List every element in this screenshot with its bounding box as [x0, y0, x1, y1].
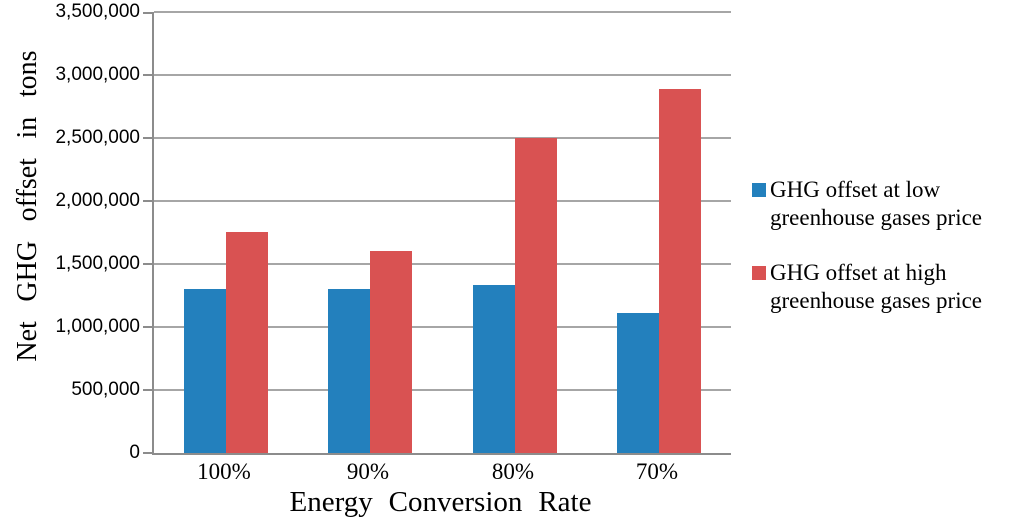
gridline: [154, 326, 731, 328]
y-tick-label: 2,500,000: [55, 127, 140, 148]
bar-series2-70%: [659, 89, 701, 453]
gridline: [154, 74, 731, 76]
gridline: [154, 137, 731, 139]
y-axis-tick: [143, 389, 154, 391]
gridline: [154, 11, 731, 13]
y-axis-tick: [143, 137, 154, 139]
plot-area: [143, 11, 731, 455]
legend-label: GHG offset at high greenhouse gases price: [770, 260, 983, 313]
x-tick-label: 80%: [491, 459, 535, 484]
gridline: [154, 389, 731, 391]
y-axis-tick: [143, 452, 154, 454]
y-axis-tick: [143, 200, 154, 202]
y-tick-label: 500,000: [71, 379, 140, 400]
x-axis-title: Energy Conversion Rate: [289, 486, 592, 518]
legend-item-2: GHG offset at high greenhouse gases price: [752, 259, 1022, 315]
y-axis-tick: [143, 12, 154, 14]
y-tick-label: 3,000,000: [55, 64, 140, 85]
y-tick-label: 1,000,000: [55, 316, 140, 337]
legend: GHG offset at low greenhouse gases price G…: [752, 176, 1022, 342]
bar-series2-100%: [226, 232, 268, 453]
legend-swatch-icon: [752, 266, 766, 280]
x-tick-label: 70%: [635, 459, 679, 484]
legend-label: GHG offset at low greenhouse gases price: [770, 177, 983, 230]
gridline: [154, 263, 731, 265]
x-tick-label: 90%: [346, 459, 390, 484]
y-tick-label: 1,500,000: [55, 253, 140, 274]
y-axis-tick: [143, 74, 154, 76]
bar-series1-100%: [184, 289, 226, 453]
y-tick-label: 0: [129, 442, 140, 463]
bar-series2-80%: [515, 138, 557, 453]
bar-series1-80%: [473, 285, 515, 453]
y-tick-label: 3,500,000: [55, 1, 140, 22]
bar-series2-90%: [370, 251, 412, 453]
legend-swatch-icon: [752, 183, 766, 197]
y-tick-label: 2,000,000: [55, 190, 140, 211]
y-axis-tick: [143, 326, 154, 328]
bar-series1-70%: [617, 313, 659, 453]
legend-item-1: GHG offset at low greenhouse gases price: [752, 176, 1022, 232]
x-tick-label: 100%: [197, 459, 251, 484]
gridline: [154, 200, 731, 202]
bar-series1-90%: [328, 289, 370, 453]
y-axis-tick: [143, 263, 154, 265]
